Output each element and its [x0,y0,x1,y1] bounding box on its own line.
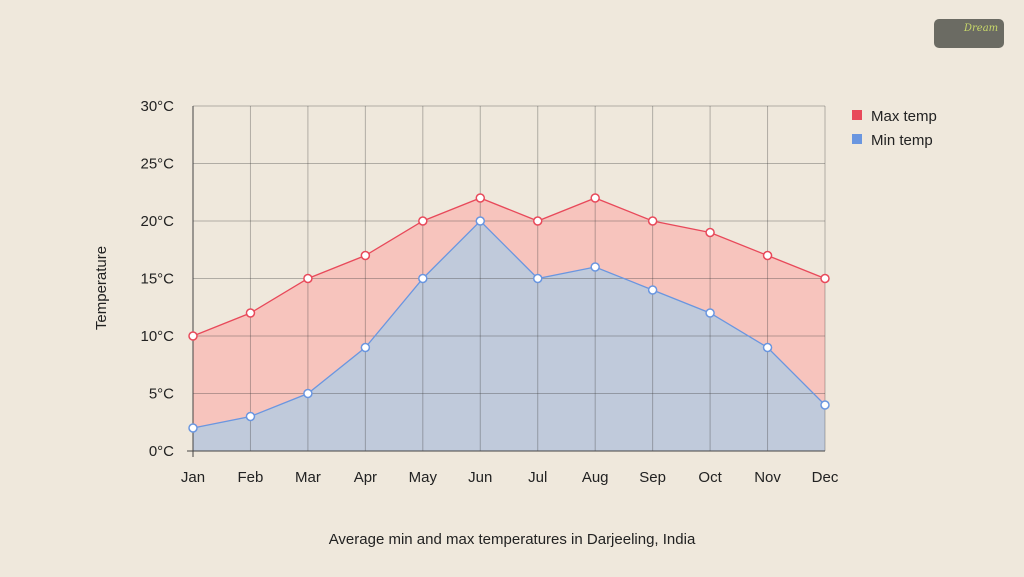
data-point [647,285,658,295]
x-tick-label: May [409,469,438,486]
data-point [705,308,715,318]
data-point [532,216,543,226]
x-tick-label: Jan [181,469,205,486]
data-point [245,411,256,422]
logo-text: Dream [964,23,999,34]
x-tick-label: Dec [812,469,839,486]
y-tick-label: 15°C [140,271,174,288]
legend-swatch [852,134,862,144]
data-point [475,216,486,226]
data-point [762,342,773,353]
area-1 [193,221,825,451]
y-tick-label: 10°C [140,328,174,345]
x-tick-label: Mar [295,469,321,486]
data-point [590,193,600,203]
y-tick-label: 20°C [140,213,174,230]
legend-swatch [852,110,862,120]
data-point [188,331,198,341]
x-tick-label: Jul [528,469,547,486]
logo: Dream [934,19,1004,48]
data-point [360,342,371,353]
data-point [188,423,198,433]
x-tick-label: Jun [468,469,492,486]
x-tick-label: Nov [754,469,781,486]
data-point [360,250,371,261]
x-tick-label: Aug [582,469,609,486]
data-point [590,262,600,272]
data-point [762,250,773,261]
legend-label: Max temp [871,108,937,125]
data-point [820,273,830,284]
data-point [303,388,313,399]
y-tick-label: 0°C [149,443,174,460]
data-point [418,273,428,284]
data-point [705,227,715,238]
legend-label: Min temp [871,132,933,149]
x-tick-label: Sep [639,469,666,486]
y-axis-label: Temperature [93,246,110,330]
data-point [418,216,428,226]
x-tick-label: Apr [354,469,377,486]
series-line-1 [192,220,826,429]
data-point [245,308,256,318]
y-tick-label: 25°C [140,156,174,173]
x-tick-label: Oct [698,469,722,486]
data-point [475,193,486,203]
data-point [647,216,658,226]
x-tick-label: Feb [238,469,264,486]
data-point [303,273,313,284]
chart-title: Average min and max temperatures in Darj… [329,531,696,548]
y-tick-label: 30°C [140,98,174,115]
data-point [532,273,543,284]
y-tick-label: 5°C [149,386,174,403]
data-point [820,400,830,410]
series-line-0 [192,197,826,337]
